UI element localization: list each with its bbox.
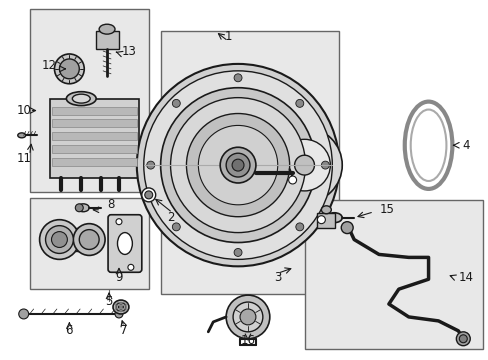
- Circle shape: [220, 147, 255, 183]
- Circle shape: [60, 59, 79, 79]
- Bar: [51, 158, 137, 166]
- Circle shape: [225, 295, 269, 339]
- Text: 4: 4: [462, 139, 469, 152]
- Bar: [51, 132, 137, 140]
- Bar: [161, 31, 339, 294]
- Text: 8: 8: [107, 198, 115, 211]
- Circle shape: [172, 223, 180, 231]
- Circle shape: [294, 155, 314, 175]
- Circle shape: [321, 161, 328, 169]
- Circle shape: [142, 188, 155, 202]
- Circle shape: [232, 159, 244, 171]
- Bar: [51, 120, 137, 127]
- Ellipse shape: [113, 300, 129, 314]
- Text: 12: 12: [42, 59, 57, 72]
- Text: 10: 10: [16, 104, 31, 117]
- Ellipse shape: [317, 216, 325, 224]
- Bar: [49, 99, 139, 178]
- Bar: [304, 200, 482, 349]
- Ellipse shape: [404, 102, 451, 189]
- Text: 11: 11: [16, 152, 31, 165]
- Circle shape: [341, 222, 352, 234]
- Circle shape: [172, 99, 180, 107]
- Circle shape: [79, 230, 99, 249]
- Bar: [51, 107, 137, 114]
- Ellipse shape: [117, 233, 132, 255]
- Ellipse shape: [321, 206, 331, 214]
- Text: 5: 5: [105, 294, 113, 307]
- Circle shape: [225, 153, 249, 177]
- Circle shape: [240, 309, 255, 325]
- Circle shape: [75, 204, 83, 212]
- Circle shape: [137, 64, 339, 266]
- Circle shape: [455, 332, 469, 346]
- Text: 15: 15: [379, 203, 393, 216]
- Circle shape: [73, 224, 105, 255]
- Circle shape: [266, 127, 342, 203]
- Circle shape: [186, 113, 289, 217]
- Circle shape: [116, 219, 122, 225]
- Bar: [317, 213, 335, 228]
- Text: 9: 9: [115, 271, 122, 284]
- Circle shape: [143, 71, 332, 260]
- Bar: [51, 145, 137, 153]
- Ellipse shape: [99, 24, 115, 34]
- Ellipse shape: [18, 133, 26, 138]
- Circle shape: [170, 98, 305, 233]
- Circle shape: [234, 74, 242, 82]
- Circle shape: [54, 54, 84, 84]
- Circle shape: [233, 302, 263, 332]
- Text: 7: 7: [120, 324, 127, 337]
- Circle shape: [295, 223, 303, 231]
- Ellipse shape: [72, 94, 90, 103]
- Circle shape: [198, 125, 277, 205]
- Ellipse shape: [118, 305, 123, 309]
- Circle shape: [144, 191, 152, 199]
- Circle shape: [40, 220, 79, 260]
- Circle shape: [234, 248, 242, 256]
- Ellipse shape: [325, 213, 342, 223]
- Circle shape: [45, 226, 73, 253]
- Ellipse shape: [66, 92, 96, 105]
- Circle shape: [115, 310, 122, 318]
- Bar: [30, 198, 148, 289]
- Text: 2: 2: [166, 211, 174, 224]
- Circle shape: [278, 139, 330, 191]
- Bar: [60, 228, 93, 251]
- Circle shape: [19, 309, 29, 319]
- Circle shape: [51, 231, 67, 247]
- Ellipse shape: [77, 204, 89, 212]
- Text: 6: 6: [65, 324, 73, 337]
- Circle shape: [458, 335, 467, 343]
- Text: 16: 16: [240, 334, 255, 347]
- Text: 14: 14: [458, 271, 473, 284]
- Text: 13: 13: [121, 45, 136, 58]
- Ellipse shape: [410, 109, 446, 181]
- Ellipse shape: [116, 302, 126, 311]
- Circle shape: [288, 176, 296, 184]
- Bar: [30, 9, 148, 192]
- Bar: [96, 31, 119, 49]
- Circle shape: [295, 99, 303, 107]
- Circle shape: [146, 161, 154, 169]
- Text: 3: 3: [273, 271, 281, 284]
- Text: 1: 1: [224, 30, 231, 42]
- Circle shape: [161, 88, 315, 243]
- Circle shape: [128, 264, 134, 270]
- FancyBboxPatch shape: [108, 215, 142, 272]
